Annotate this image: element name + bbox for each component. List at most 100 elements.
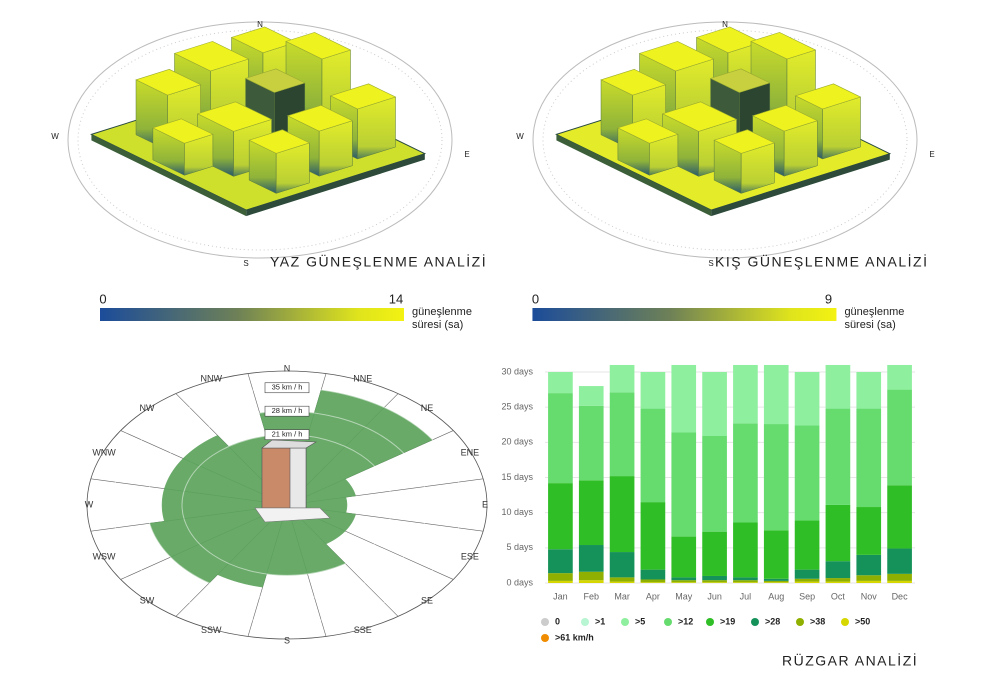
rose-wedge (182, 435, 288, 506)
y-tick-label: 30 days (501, 366, 533, 376)
bar-segment (548, 549, 573, 574)
direction-label: WNW (92, 447, 116, 457)
bar-segment (702, 580, 727, 583)
compass-ring (67, 21, 453, 259)
bar-segment (671, 577, 697, 581)
bar-segment (856, 575, 882, 581)
bar-segment (578, 580, 604, 583)
bar-segment (825, 578, 851, 582)
x-tick-label: Apr (646, 591, 660, 601)
panel-title: KIŞ GÜNEŞLENME ANALİZİ (715, 253, 929, 270)
y-tick-label: 15 days (501, 472, 533, 482)
direction-label: ESE (461, 551, 479, 561)
bar-segment (609, 577, 635, 582)
building-roof (661, 101, 738, 132)
legend-swatch (796, 618, 804, 626)
direction-label: NNW (200, 374, 222, 384)
site-edge (556, 134, 712, 217)
bar-segment (763, 580, 789, 583)
compass-ring (542, 29, 908, 251)
bar-segment (825, 581, 851, 583)
compass-label: N (257, 20, 263, 29)
bar-segment (733, 364, 758, 424)
x-tick-label: Feb (583, 591, 599, 601)
legend-label: >19 (720, 616, 735, 626)
building-roof (617, 118, 679, 144)
bar-segment (856, 507, 882, 555)
x-tick-label: May (675, 591, 693, 601)
bar-segment (671, 364, 697, 433)
legend-label: >1 (595, 616, 605, 626)
bar-segment (671, 580, 697, 583)
x-tick-label: Sep (799, 591, 815, 601)
colorbar (532, 308, 837, 321)
building-roof (638, 41, 715, 72)
bar-segment (825, 504, 851, 562)
chart-title: RÜZGAR ANALİZİ (782, 652, 918, 669)
direction-label: ENE (461, 447, 480, 457)
legend-swatch (751, 618, 759, 626)
bar-segment (640, 582, 666, 583)
bar-segment (640, 408, 666, 503)
building-roof (751, 104, 819, 132)
building-roof (244, 68, 306, 93)
y-tick-label: 25 days (501, 402, 533, 412)
building-roof (794, 83, 862, 110)
bar-segment (763, 578, 789, 581)
y-tick-label: 0 days (506, 577, 533, 587)
compass-ring (532, 21, 918, 259)
x-tick-label: Aug (768, 591, 784, 601)
bar-segment (763, 582, 789, 583)
y-tick-label: 20 days (501, 437, 533, 447)
bar-segment (856, 554, 882, 576)
bar-segment (548, 483, 573, 550)
direction-label: SSW (201, 625, 222, 635)
colorbar-label: güneşlenme (412, 306, 472, 318)
x-tick-label: Jul (740, 591, 752, 601)
bar-segment (733, 580, 758, 583)
bar-segment (578, 480, 604, 546)
rose-wedge (164, 458, 288, 506)
bar-segment (640, 569, 666, 580)
direction-label: N (284, 363, 291, 373)
rose-wedge (286, 496, 348, 514)
legend-swatch (581, 618, 589, 626)
colorbar-label: güneşlenme (844, 306, 904, 318)
compass-ring (77, 29, 443, 251)
bar-segment (548, 573, 573, 581)
direction-label: E (482, 499, 488, 509)
bar-segment (702, 531, 727, 576)
bar-segment (887, 580, 912, 583)
legend-label: >5 (635, 616, 645, 626)
bar-segment (609, 581, 635, 583)
rose-ring-tag (264, 405, 310, 417)
compass-label: E (929, 150, 934, 159)
bar-segment (887, 548, 912, 574)
building-roof (135, 68, 202, 96)
bar-segment (794, 520, 820, 570)
colorbar-label: süresi (sa) (412, 319, 463, 331)
wind-rose: 21 km / h 28 km / h 35 km / h N NNE NE ENE E ESE… (85, 363, 488, 645)
rose-ring-tag (264, 429, 310, 440)
building-roof (230, 26, 298, 54)
direction-label: NNE (353, 374, 372, 384)
bar-segment (794, 425, 820, 521)
building-roof (695, 26, 763, 54)
x-tick-label: Mar (614, 591, 630, 601)
building-roof (285, 32, 352, 60)
legend-swatch (621, 618, 629, 626)
bar-segment (702, 436, 727, 532)
bar-segment (887, 389, 912, 486)
bar-segment (609, 552, 635, 578)
bar-segment (609, 392, 635, 477)
bar-segment (856, 372, 882, 409)
legend-label: >61 km/h (555, 632, 594, 642)
building-roof (713, 129, 776, 154)
bar-segment (548, 393, 573, 484)
legend-swatch (664, 618, 672, 626)
bar-segment (763, 530, 789, 579)
bar-segment (887, 573, 912, 581)
direction-label: SW (140, 596, 155, 606)
bar-segment (578, 545, 604, 572)
